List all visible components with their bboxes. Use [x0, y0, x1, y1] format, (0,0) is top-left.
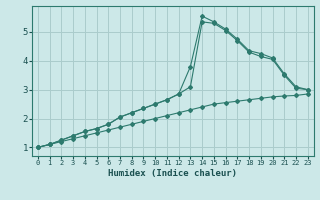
X-axis label: Humidex (Indice chaleur): Humidex (Indice chaleur) [108, 169, 237, 178]
